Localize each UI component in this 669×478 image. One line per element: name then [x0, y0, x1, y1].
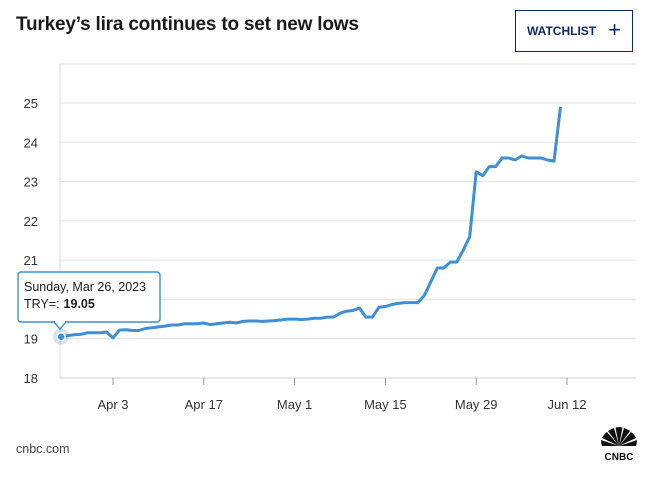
y-tick-label: 19	[24, 332, 38, 347]
watchlist-label: WATCHLIST	[527, 24, 597, 38]
x-tick-label: Jun 12	[547, 397, 586, 412]
y-tick-label: 18	[24, 371, 38, 386]
tooltip-box	[17, 271, 161, 323]
x-tick-label: Apr 3	[97, 397, 128, 412]
source-label: cnbc.com	[16, 442, 70, 456]
tooltip-series-label: TRY=:	[24, 297, 60, 311]
y-tick-label: 21	[24, 253, 38, 268]
svg-text:TRY=:19.05: TRY=: 19.05	[24, 297, 95, 311]
plus-icon: +	[608, 17, 621, 42]
x-tick-label: May 15	[364, 397, 407, 412]
x-tick-label: May 1	[277, 397, 312, 412]
cnbc-peacock-logo: CNBC	[600, 427, 638, 462]
y-tick-label: 24	[24, 135, 38, 150]
svg-text:CNBC: CNBC	[605, 452, 634, 462]
tooltip: Sunday, Mar 26, 2023 TRY=: 19.05	[17, 271, 161, 331]
hover-point[interactable]	[56, 332, 66, 342]
series-line-try	[60, 106, 562, 340]
x-tick-label: Apr 17	[185, 397, 223, 412]
tooltip-date: Sunday, Mar 26, 2023	[24, 280, 146, 294]
y-tick-label: 22	[24, 214, 38, 229]
y-tick-label: 25	[24, 96, 38, 111]
watchlist-button[interactable]: WATCHLIST +	[515, 10, 633, 52]
x-tick-label: May 29	[455, 397, 498, 412]
tooltip-pointer	[52, 321, 68, 331]
tooltip-value: 19.05	[64, 297, 95, 311]
chart-title: Turkey’s lira continues to set new lows	[16, 14, 359, 35]
y-tick-label: 23	[24, 175, 38, 190]
